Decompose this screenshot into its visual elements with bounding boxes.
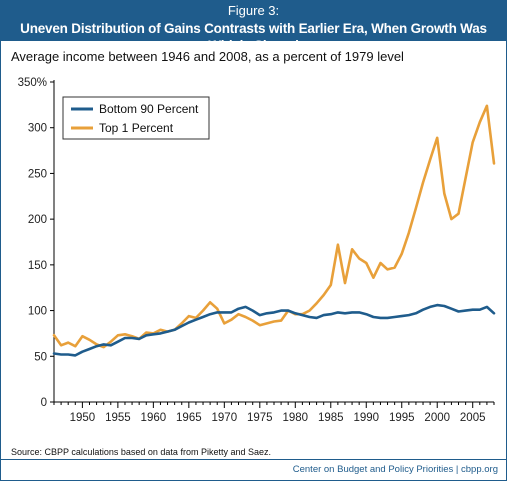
x-tick-label: 2005 — [460, 412, 486, 424]
y-tick-label: 300 — [28, 123, 47, 135]
figure-header: Figure 3: Uneven Distribution of Gains C… — [1, 1, 506, 53]
chart-subtitle: Average income between 1946 and 2008, as… — [11, 49, 404, 64]
x-tick-label: 1995 — [389, 412, 415, 424]
x-tick-label: 1980 — [282, 412, 308, 424]
legend-box — [62, 96, 210, 140]
y-tick-label: 250 — [28, 168, 47, 180]
footer-divider — [1, 459, 506, 460]
y-tick-label: 150 — [28, 260, 47, 272]
x-tick-label: 1970 — [212, 412, 238, 424]
y-tick-label: 0 — [41, 397, 47, 409]
x-tick-label: 1965 — [176, 412, 202, 424]
x-tick-label: 1955 — [105, 412, 131, 424]
x-tick-label: 1975 — [247, 412, 273, 424]
series-line-top-1-percent — [52, 104, 496, 349]
y-tick-label: 50 — [34, 351, 47, 363]
legend-entry: Bottom 90 Percent — [99, 102, 199, 116]
publisher-credit[interactable]: Center on Budget and Policy Priorities |… — [292, 464, 498, 475]
chart-lines — [52, 104, 496, 357]
x-tick-label: 1950 — [70, 412, 96, 424]
legend-entry: Top 1 Percent — [99, 121, 174, 135]
y-tick-label: 200 — [28, 214, 47, 226]
figure-label: Figure 3: — [227, 3, 280, 18]
figure-title: Uneven Distribution of Gains Contrasts w… — [20, 21, 487, 53]
series-line-bottom-90-percent — [52, 303, 496, 357]
y-tick-label: 350% — [18, 77, 47, 89]
source-note: Source: CBPP calculations based on data … — [11, 447, 271, 457]
x-tick-label: 1960 — [141, 412, 167, 424]
chart-legend: Bottom 90 Percent Top 1 Percent — [62, 96, 210, 140]
x-tick-label: 1985 — [318, 412, 344, 424]
x-tick-label: 2000 — [424, 412, 450, 424]
chart-axes: 0 50 100 150 200 250 300 350% 1950 1955 1960 1965 19… — [18, 77, 495, 424]
x-tick-label: 1990 — [353, 412, 379, 424]
y-tick-label: 100 — [28, 306, 47, 318]
